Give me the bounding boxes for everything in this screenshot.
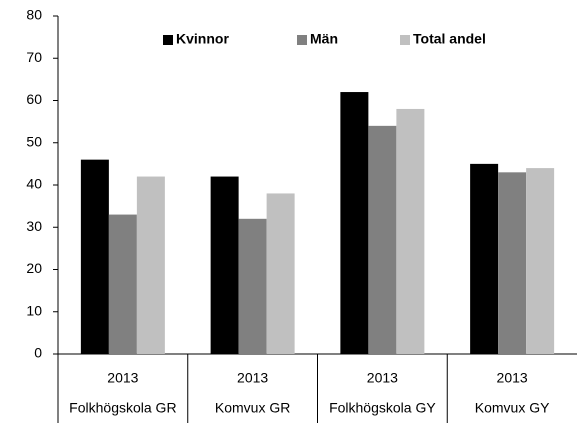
y-tick-label: 50 [26,133,42,149]
y-tick-label: 20 [26,260,42,276]
y-tick-label: 0 [34,345,42,361]
legend-swatch [163,35,173,45]
y-tick-label: 40 [26,176,42,192]
y-tick-label: 60 [26,91,42,107]
legend-label: Total andel [413,31,486,47]
x-sub-label: 2013 [497,370,528,386]
bar [340,92,369,355]
bar [266,193,295,354]
bar [80,159,109,354]
bar [136,176,165,354]
bar [498,172,527,354]
legend-swatch [400,35,410,45]
y-tick-label: 70 [26,49,42,65]
bar [238,218,267,354]
x-sub-label: 2013 [237,370,268,386]
x-sub-label: 2013 [107,370,138,386]
x-tick-label: Komvux GR [215,400,290,416]
x-tick-label: Folkhögskola GR [69,400,176,416]
bar [526,168,555,354]
legend-label: Kvinnor [176,31,229,47]
bar [470,163,499,354]
y-tick-label: 30 [26,218,42,234]
x-tick-label: Komvux GY [475,400,550,416]
bar [396,108,425,354]
x-sub-label: 2013 [367,370,398,386]
legend-swatch [297,35,307,45]
bar [108,214,137,354]
y-tick-label: 10 [26,302,42,318]
bar [368,125,397,354]
x-tick-label: Folkhögskola GY [329,400,436,416]
legend-label: Män [310,31,338,47]
bar [210,176,239,354]
y-tick-label: 80 [26,7,42,23]
